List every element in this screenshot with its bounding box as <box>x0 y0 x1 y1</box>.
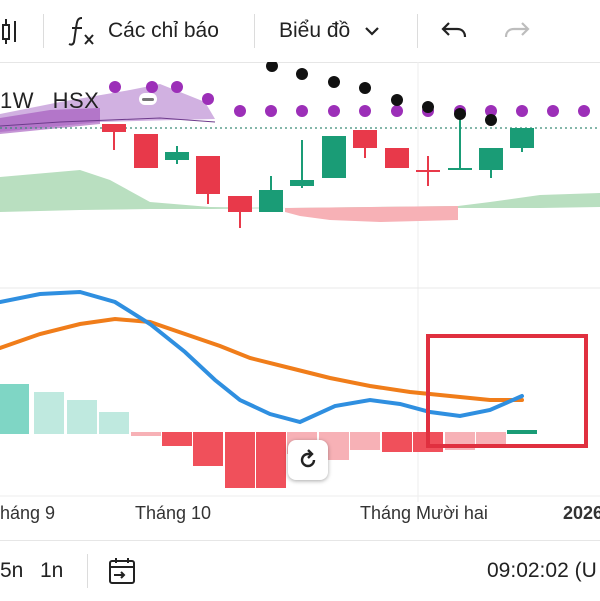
sar-dot-black <box>454 108 466 120</box>
sar-dot-black <box>296 68 308 80</box>
candle-body <box>479 148 503 170</box>
candle-body <box>416 170 440 172</box>
chevron-down-icon <box>365 27 380 36</box>
date-range-button[interactable] <box>106 541 138 601</box>
indicators-label: Các chỉ báo <box>108 19 219 42</box>
histogram-bar <box>476 432 506 444</box>
sar-dot-purple <box>328 105 340 117</box>
sar-dot-purple <box>202 93 214 105</box>
collapse-icon <box>142 97 154 101</box>
candle-style-button[interactable] <box>0 0 26 62</box>
toolbar-separator <box>254 14 255 48</box>
price-pane <box>0 62 600 502</box>
histogram-bar <box>225 432 255 488</box>
histogram-bar <box>507 430 537 434</box>
candlesticks <box>102 118 534 228</box>
histogram-bar <box>256 432 286 488</box>
legend-interval: 1W <box>0 88 34 113</box>
candle-body <box>228 196 252 212</box>
x-axis-label: 2026 <box>563 503 600 523</box>
redo-icon <box>504 22 530 38</box>
range-1-button[interactable]: 1n <box>40 559 64 582</box>
candle-body <box>102 124 126 132</box>
highlight-box <box>426 334 588 448</box>
legend-exchange: HSX <box>52 88 100 113</box>
price-chart[interactable] <box>0 62 600 540</box>
redo-button[interactable] <box>503 0 531 62</box>
candle-body <box>259 190 283 212</box>
bottom-bar: 5n 1n 09:02:02 (U <box>0 540 600 601</box>
histogram-bar <box>350 432 380 450</box>
candle-body <box>353 130 377 148</box>
candle-icon <box>2 19 16 44</box>
histogram-bar <box>162 432 192 446</box>
chart-legend: 1W HSX <box>0 88 99 114</box>
candle-body <box>448 168 472 170</box>
macd-signal-line <box>0 316 524 402</box>
fx-icon <box>68 17 94 46</box>
toolbar-separator <box>417 14 418 48</box>
histogram-bar <box>131 432 161 436</box>
sar-dot-black <box>328 76 340 88</box>
histogram-bar <box>382 432 412 452</box>
sar-dot-black <box>485 114 497 126</box>
clock-display: 09:02:02 (U <box>487 559 597 582</box>
x-axis-label: Tháng Mười hai <box>360 503 488 523</box>
macd-line <box>0 289 524 425</box>
candle-body <box>134 134 158 168</box>
undo-icon <box>441 22 467 38</box>
candle-body <box>322 136 346 178</box>
histogram-bar <box>67 400 97 434</box>
sar-dot-black <box>359 82 371 94</box>
legend-toggle-button[interactable] <box>139 93 157 105</box>
sar-dot-black <box>266 62 278 72</box>
x-axis-label: háng 9 <box>0 503 56 523</box>
sar-dot-purple <box>359 105 371 117</box>
sar-dot-purple <box>234 105 246 117</box>
sar-dot-purple <box>578 105 590 117</box>
sar-dot-purple <box>485 105 497 117</box>
sar-dot-purple <box>265 105 277 117</box>
span-line <box>0 117 216 127</box>
sar-dot-purple <box>296 105 308 117</box>
candle-body <box>385 148 409 168</box>
histogram-bar <box>193 432 223 466</box>
macd-histogram <box>0 384 537 488</box>
candle-body <box>196 156 220 194</box>
sar-dot-purple <box>109 81 121 93</box>
sar-dot-black <box>391 94 403 106</box>
range-5-button[interactable]: 5n <box>0 559 24 582</box>
top-toolbar: Các chỉ báo Biểu đồ <box>0 0 600 63</box>
sar-dot-purple <box>516 105 528 117</box>
macd-pane <box>0 289 588 488</box>
chart-type-label: Biểu đồ <box>279 19 351 42</box>
x-axis-label: Tháng 10 <box>135 503 212 523</box>
histogram-bar <box>99 412 129 434</box>
calendar-arrow-icon <box>109 558 135 584</box>
sar-dot-purple <box>146 81 158 93</box>
candle-body <box>165 152 189 160</box>
ichimoku-cloud-red <box>285 206 458 222</box>
parabolic-sar-dots <box>109 62 590 126</box>
toolbar-separator <box>43 14 44 48</box>
undo-button[interactable] <box>440 0 468 62</box>
sar-dot-purple <box>391 105 403 117</box>
reset-rotate-icon <box>300 449 316 468</box>
sar-dot-purple <box>171 81 183 93</box>
ichimoku-cloud-green <box>0 170 600 212</box>
reset-chart-button[interactable] <box>288 440 328 480</box>
sar-dot-black <box>422 101 434 113</box>
histogram-bar <box>0 384 29 434</box>
bottom-separator <box>87 554 88 588</box>
indicators-button[interactable]: Các chỉ báo <box>66 0 219 62</box>
sar-dot-purple <box>547 105 559 117</box>
histogram-bar <box>34 392 64 434</box>
candle-body <box>290 180 314 186</box>
chart-type-button[interactable]: Biểu đồ <box>279 0 382 62</box>
candle-body <box>510 128 534 148</box>
